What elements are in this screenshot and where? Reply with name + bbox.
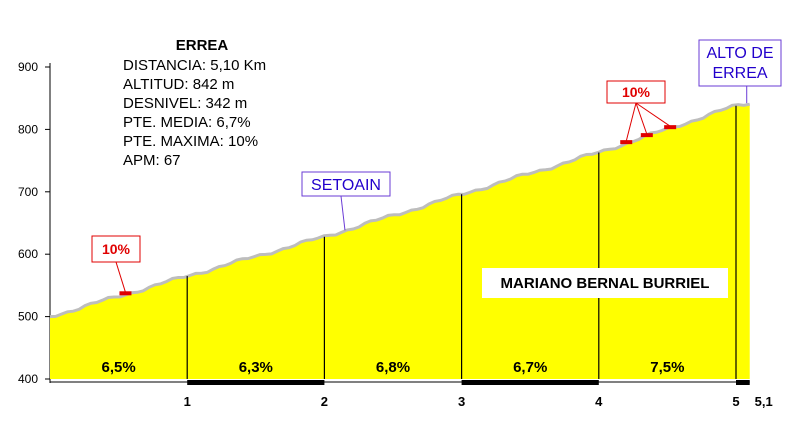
info-average-grade: PTE. MEDIA: 6,7%: [123, 114, 251, 131]
steep-leader-line: [625, 102, 637, 142]
info-apm: APM: 67: [123, 152, 181, 169]
place-labels: SETOAIN ALTO DE ERREA: [301, 39, 782, 231]
x-tick-label: 5,1: [755, 394, 773, 409]
climb-info-panel: ERREA DISTANCIA: 5,10 Km ALTITUD: 842 m …: [123, 37, 266, 169]
x-axis-tick-labels: 1 2 3 4 5 5,1: [184, 394, 773, 409]
author-label-box: MARIANO BERNAL BURRIEL: [482, 268, 728, 298]
steep-grade-label: 10%: [102, 241, 131, 257]
distance-baseline: [50, 380, 750, 385]
steep-leader-line: [635, 102, 648, 135]
x-tick-label: 5: [732, 394, 739, 409]
steep-grade-marker: [119, 291, 132, 296]
y-tick-label: 700: [18, 185, 38, 199]
profile-area-layer: [49, 102, 751, 379]
segment-grade-label: 6,5%: [101, 359, 135, 376]
setoain-label: SETOAIN: [311, 177, 381, 194]
max-grade-labels: 10% 10%: [91, 80, 677, 296]
alto-label-line2: ERREA: [712, 65, 767, 82]
alto-label-line1: ALTO DE: [707, 45, 774, 62]
author-label: MARIANO BERNAL BURRIEL: [501, 275, 710, 292]
setoain-label-box: [301, 171, 391, 197]
y-tick-label: 400: [18, 372, 38, 386]
steep-grade-label: 10%: [622, 84, 651, 100]
x-tick-label: 1: [184, 394, 191, 409]
segment-grade-label: 6,7%: [513, 359, 547, 376]
chart-title: ERREA: [176, 37, 229, 54]
x-tick-label: 4: [595, 394, 603, 409]
segment-grade-label: 6,8%: [376, 359, 410, 376]
steep-grade-marker: [620, 140, 633, 145]
y-tick-label: 600: [18, 247, 38, 261]
y-axis: 400 500 600 700 800 900: [18, 60, 51, 386]
segment-grade-label: 7,5%: [650, 359, 684, 376]
x-tick-label: 2: [321, 394, 328, 409]
x-tick-label: 3: [458, 394, 465, 409]
segment-grade-label: 6,3%: [239, 359, 273, 376]
steep-grade-marker: [664, 125, 677, 130]
y-tick-label: 800: [18, 122, 38, 136]
steep-label-box: [606, 80, 666, 104]
steep-label-box: [91, 235, 141, 263]
info-max-grade: PTE. MAXIMA: 10%: [123, 133, 258, 150]
km-divider-lines: [186, 105, 737, 379]
profile-area-fill: [50, 104, 750, 379]
steep-grade-marker: [640, 133, 653, 138]
steep-leader-line: [115, 261, 126, 293]
baseline-odd-km-bar: [461, 380, 599, 385]
alto-label-box: [698, 39, 782, 87]
info-distance: DISTANCIA: 5,10 Km: [123, 57, 266, 74]
info-elevation-gain: DESNIVEL: 342 m: [123, 95, 247, 112]
steep-leader-line: [635, 102, 671, 127]
info-altitude: ALTITUD: 842 m: [123, 76, 234, 93]
y-tick-label: 900: [18, 60, 38, 74]
segment-grade-labels: 6,5% 6,3% 6,8% 6,7% 7,5%: [101, 359, 684, 376]
baseline-final-bar: [736, 380, 750, 385]
baseline-odd-km-bar: [187, 380, 325, 385]
profile-edge-line: [49, 102, 751, 319]
y-tick-label: 500: [18, 310, 38, 324]
setoain-leader-line: [340, 195, 346, 231]
